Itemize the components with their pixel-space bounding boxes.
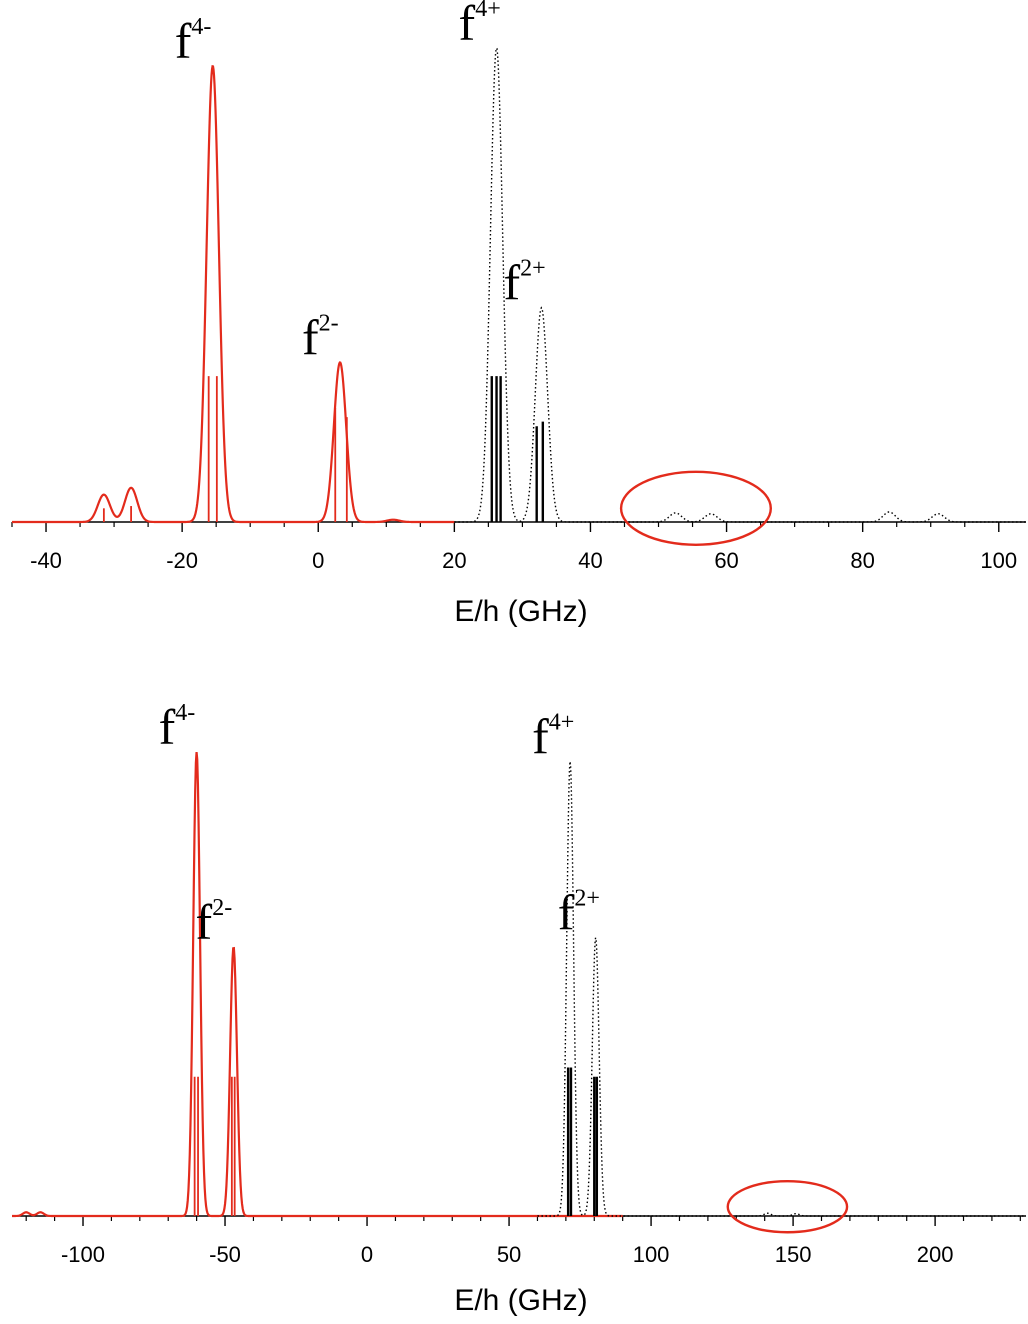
bottom-highlight-ellipse — [726, 1179, 849, 1234]
peak-label-superscript: 2- — [212, 895, 232, 921]
top-peak-label: f4- — [175, 13, 212, 69]
top-x-axis-title: E/h (GHz) — [454, 595, 587, 628]
top-tick-label: 40 — [578, 548, 602, 573]
top-tick-label: -40 — [30, 548, 62, 573]
top-peak-label: f4+ — [459, 0, 501, 51]
top-tick-label: 80 — [850, 548, 874, 573]
bottom-tick-label: 150 — [775, 1242, 812, 1267]
peak-label-base: f — [558, 885, 575, 941]
peak-label-superscript: 2+ — [520, 256, 546, 282]
bottom-series-minus-curve — [12, 751, 623, 1218]
bottom-tick-label: 100 — [633, 1242, 670, 1267]
peak-label-base: f — [503, 255, 520, 311]
bottom-tick-label: -50 — [209, 1242, 241, 1267]
top-series-minus-curve — [12, 64, 455, 524]
bottom-peak-label: f4- — [159, 699, 196, 755]
top-tick-label: 100 — [980, 548, 1017, 573]
bottom-series-plus-curve — [537, 761, 1026, 1217]
top-peak-label: f2+ — [503, 255, 545, 311]
bottom-tick-label: -100 — [61, 1242, 105, 1267]
peak-label-superscript: 4+ — [549, 709, 575, 735]
bottom-tick-label: 0 — [361, 1242, 373, 1267]
peak-label-superscript: 4+ — [475, 0, 501, 22]
peak-label-base: f — [175, 13, 192, 69]
peak-label-base: f — [196, 894, 213, 950]
peak-label-superscript: 2+ — [574, 886, 600, 912]
top-series-plus-curve — [454, 47, 1026, 523]
peak-label-superscript: 2- — [319, 310, 339, 336]
peak-label-base: f — [159, 699, 176, 755]
top-tick-label: 0 — [312, 548, 324, 573]
peak-label-base: f — [532, 708, 549, 764]
top-tick-label: 60 — [714, 548, 738, 573]
peak-label-base: f — [302, 309, 319, 365]
peak-label-base: f — [459, 0, 476, 51]
peak-label-superscript: 4- — [175, 700, 195, 726]
bottom-peak-label: f2+ — [558, 885, 600, 941]
top-peak-label: f2- — [302, 309, 339, 365]
bottom-tick-label: 50 — [497, 1242, 521, 1267]
peak-label-superscript: 4- — [191, 14, 211, 40]
bottom-peak-label: f4+ — [532, 708, 574, 764]
top-tick-label: -20 — [166, 548, 198, 573]
top-tick-label: 20 — [442, 548, 466, 573]
bottom-x-axis-title: E/h (GHz) — [454, 1284, 587, 1317]
top-highlight-ellipse — [619, 470, 772, 546]
bottom-peak-label: f2- — [196, 894, 233, 950]
bottom-tick-label: 200 — [917, 1242, 954, 1267]
